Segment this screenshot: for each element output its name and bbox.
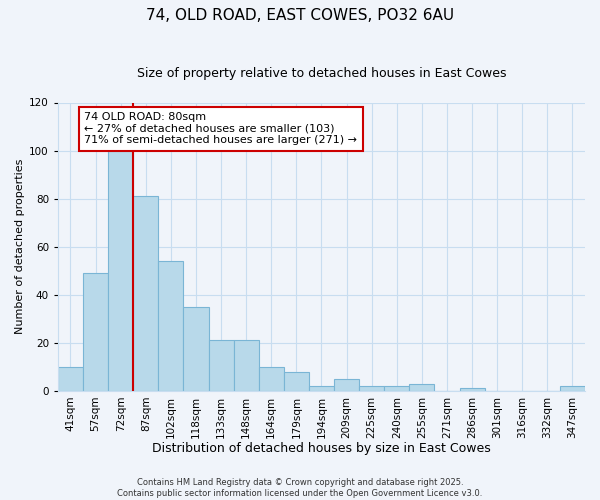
Bar xyxy=(384,386,409,391)
Bar xyxy=(334,379,359,391)
Text: Contains HM Land Registry data © Crown copyright and database right 2025.
Contai: Contains HM Land Registry data © Crown c… xyxy=(118,478,482,498)
Bar xyxy=(108,150,133,391)
Y-axis label: Number of detached properties: Number of detached properties xyxy=(15,159,25,334)
Bar xyxy=(209,340,233,391)
Bar xyxy=(560,386,585,391)
Bar xyxy=(409,384,434,391)
Bar xyxy=(233,340,259,391)
Text: 74, OLD ROAD, EAST COWES, PO32 6AU: 74, OLD ROAD, EAST COWES, PO32 6AU xyxy=(146,8,454,22)
Bar xyxy=(83,273,108,391)
Bar xyxy=(359,386,384,391)
Bar xyxy=(133,196,158,391)
Bar xyxy=(259,367,284,391)
Bar xyxy=(284,372,309,391)
Title: Size of property relative to detached houses in East Cowes: Size of property relative to detached ho… xyxy=(137,68,506,80)
Bar xyxy=(460,388,485,391)
Bar xyxy=(158,261,184,391)
Bar xyxy=(58,367,83,391)
Bar xyxy=(309,386,334,391)
Text: 74 OLD ROAD: 80sqm
← 27% of detached houses are smaller (103)
71% of semi-detach: 74 OLD ROAD: 80sqm ← 27% of detached hou… xyxy=(84,112,357,146)
X-axis label: Distribution of detached houses by size in East Cowes: Distribution of detached houses by size … xyxy=(152,442,491,455)
Bar xyxy=(184,306,209,391)
